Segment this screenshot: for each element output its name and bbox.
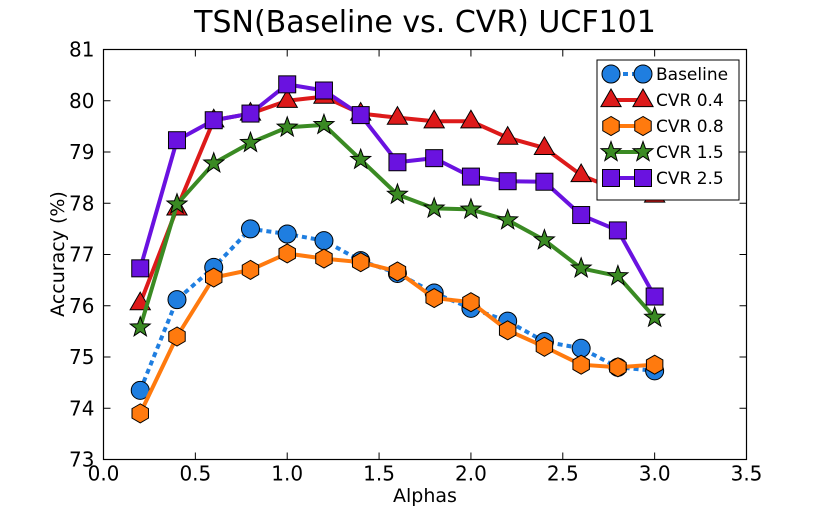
legend-label: CVR 0.4 [656,91,724,111]
data-point [572,354,590,375]
data-point [461,167,480,186]
data-point [278,243,296,264]
x-tick-label: 0.0 [88,462,120,486]
data-point [535,336,554,357]
legend-marker [632,87,654,108]
data-point [167,131,186,150]
data-point [131,259,150,278]
data-point [167,290,187,310]
data-point [277,224,297,244]
data-point [204,111,223,130]
data-point [349,147,373,170]
data-point [386,105,409,125]
data-point [241,259,260,280]
y-tick-label: 81 [69,38,94,62]
x-tick-label: 0.5 [179,462,211,486]
data-point [533,135,556,155]
data-point [645,354,664,375]
y-tick-label: 75 [69,345,94,369]
legend-marker [601,64,621,84]
data-point [131,403,149,424]
legend-marker [633,64,653,84]
x-axis-label: Alphas [393,485,457,507]
legend-marker [600,87,622,108]
x-tick-label: 3.0 [639,462,671,486]
x-tick-label: 2.5 [547,462,579,486]
legend: Baseline CVR 0.4 CVR 0.8 CVR 1.5 CVR 2.5 [596,59,740,201]
data-point [351,106,370,125]
data-point [498,172,517,191]
data-point [569,256,593,279]
legend-label: CVR 1.5 [656,143,724,163]
data-point [241,104,260,123]
legend-marker [602,115,620,137]
data-point [315,248,333,269]
data-point [498,320,517,341]
legend-marker [631,140,655,162]
data-point [422,196,446,219]
data-point [609,357,627,378]
data-point [608,221,627,240]
legend-marker [599,140,623,162]
x-tick-label: 2.0 [455,462,487,486]
data-point [423,109,446,129]
series-cvr-0-8 [131,243,664,424]
data-point [462,292,480,313]
series-cvr-1-5 [128,112,667,337]
data-point [314,81,333,100]
data-point [128,315,152,337]
data-point [202,151,226,173]
data-point [386,182,409,205]
chart-title: TSN(Baseline vs. CVR) UCF101 [193,5,656,40]
data-point [643,305,667,328]
y-tick-label: 79 [69,140,94,164]
data-point [496,208,520,230]
data-point [388,261,407,282]
data-point [275,115,299,138]
legend-label: Baseline [656,65,728,85]
data-point [351,252,370,273]
data-point [388,153,407,172]
data-point [314,231,334,251]
y-tick-label: 76 [69,294,94,318]
legend-marker [634,169,652,187]
y-tick-label: 74 [69,396,94,420]
data-point [239,130,262,153]
data-point [459,109,482,129]
x-tick-label: 3.5 [731,462,763,486]
data-point [278,75,297,94]
legend-label: CVR 2.5 [656,169,724,189]
legend-marker [602,169,620,187]
data-point [165,192,189,214]
data-point [312,112,336,135]
x-tick-label: 1.5 [363,462,395,486]
series-cvr-2-5 [131,75,664,306]
data-point [459,197,483,220]
y-axis-label: Accuracy (%) [47,191,69,317]
x-tick-label: 1.0 [271,462,303,486]
data-point [645,287,664,306]
data-point [570,163,593,183]
y-tick-label: 78 [69,191,94,215]
data-point [276,88,299,108]
data-point [168,326,186,347]
data-point [533,228,556,250]
data-point [496,125,519,145]
data-point [571,338,591,358]
legend-marker [634,115,652,137]
data-point [606,264,630,286]
y-tick-label: 77 [69,243,94,267]
data-point [535,172,554,191]
data-point [240,219,260,239]
y-tick-label: 73 [69,448,94,472]
data-point [205,267,223,288]
data-point [572,206,591,225]
data-point [425,287,443,309]
data-point [425,149,444,168]
legend-label: CVR 0.8 [656,117,724,137]
y-tick-label: 80 [69,89,94,113]
